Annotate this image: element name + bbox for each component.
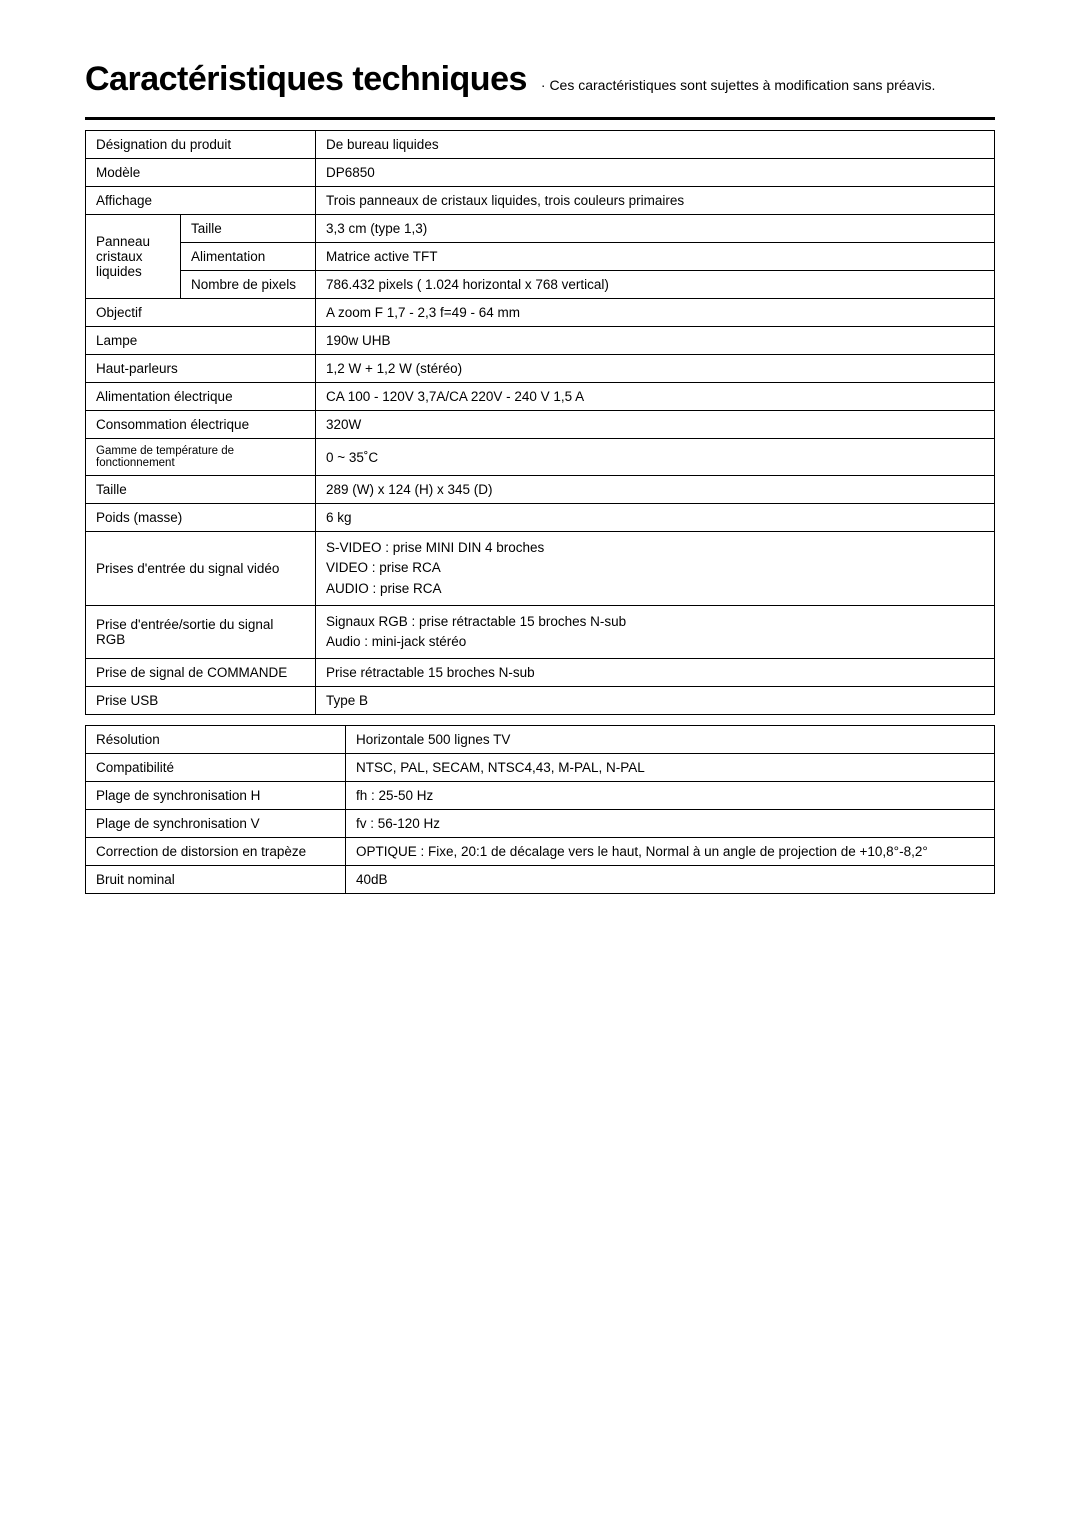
spec-label: Prises d'entrée du signal vidéo (86, 532, 316, 606)
spec-label: Plage de synchronisation V (86, 810, 346, 838)
table-row: Taille 289 (W) x 124 (H) x 345 (D) (86, 476, 995, 504)
spec-label: Poids (masse) (86, 504, 316, 532)
spec-value: DP6850 (316, 159, 995, 187)
spec-sublabel: Alimentation (181, 243, 316, 271)
spec-label: Prise de signal de COMMANDE (86, 659, 316, 687)
table-row: Alimentation Matrice active TFT (86, 243, 995, 271)
table-row: Correction de distorsion en trapèze OPTI… (86, 838, 995, 866)
spec-value: OPTIQUE : Fixe, 20:1 de décalage vers le… (346, 838, 995, 866)
spec-value-line: Signaux RGB : prise rétractable 15 broch… (326, 614, 626, 629)
spec-value: 289 (W) x 124 (H) x 345 (D) (316, 476, 995, 504)
table-row: Affichage Trois panneaux de cristaux liq… (86, 187, 995, 215)
spec-value: 1,2 W + 1,2 W (stéréo) (316, 355, 995, 383)
header-divider (85, 117, 995, 120)
spec-label: Bruit nominal (86, 866, 346, 894)
spec-value: Prise rétractable 15 broches N-sub (316, 659, 995, 687)
table-row: Alimentation électrique CA 100 - 120V 3,… (86, 383, 995, 411)
spec-value: Trois panneaux de cristaux liquides, tro… (316, 187, 995, 215)
table-row: Prise USB Type B (86, 687, 995, 715)
table-row: Modèle DP6850 (86, 159, 995, 187)
table-row: Plage de synchronisation H fh : 25-50 Hz (86, 782, 995, 810)
spec-value-line: Audio : mini-jack stéréo (326, 634, 466, 649)
spec-label: Affichage (86, 187, 316, 215)
table-row: Prise de signal de COMMANDE Prise rétrac… (86, 659, 995, 687)
table-row: Bruit nominal 40dB (86, 866, 995, 894)
spec-value: CA 100 - 120V 3,7A/CA 220V - 240 V 1,5 A (316, 383, 995, 411)
spec-label: Résolution (86, 726, 346, 754)
table-row: Gamme de température de fonctionnement 0… (86, 439, 995, 476)
table-row: Haut-parleurs 1,2 W + 1,2 W (stéréo) (86, 355, 995, 383)
table-row: Consommation électrique 320W (86, 411, 995, 439)
spec-label: Prise d'entrée/sortie du signal RGB (86, 605, 316, 659)
spec-value: 190w UHB (316, 327, 995, 355)
spec-value: Matrice active TFT (316, 243, 995, 271)
spec-value: A zoom F 1,7 - 2,3 f=49 - 64 mm (316, 299, 995, 327)
spec-group-label: Panneau cristaux liquides (86, 215, 181, 299)
spec-label: Correction de distorsion en trapèze (86, 838, 346, 866)
spec-value-line: AUDIO : prise RCA (326, 581, 442, 596)
spec-value: Type B (316, 687, 995, 715)
table-row: Objectif A zoom F 1,7 - 2,3 f=49 - 64 mm (86, 299, 995, 327)
spec-label: Désignation du produit (86, 131, 316, 159)
spec-value: fv : 56-120 Hz (346, 810, 995, 838)
spec-value: Horizontale 500 lignes TV (346, 726, 995, 754)
spec-value: NTSC, PAL, SECAM, NTSC4,43, M-PAL, N-PAL (346, 754, 995, 782)
spec-label: Consommation électrique (86, 411, 316, 439)
spec-value: 3,3 cm (type 1,3) (316, 215, 995, 243)
spec-value: S-VIDEO : prise MINI DIN 4 broches VIDEO… (316, 532, 995, 606)
spec-value: 320W (316, 411, 995, 439)
spec-label: Plage de synchronisation H (86, 782, 346, 810)
spec-sublabel: Taille (181, 215, 316, 243)
spec-label: Modèle (86, 159, 316, 187)
table-row: Prises d'entrée du signal vidéo S-VIDEO … (86, 532, 995, 606)
spec-label: Alimentation électrique (86, 383, 316, 411)
spec-value-line: VIDEO : prise RCA (326, 560, 441, 575)
spec-value: 40dB (346, 866, 995, 894)
table-row: Compatibilité NTSC, PAL, SECAM, NTSC4,43… (86, 754, 995, 782)
spec-label: Lampe (86, 327, 316, 355)
table-row: Lampe 190w UHB (86, 327, 995, 355)
spec-label: Taille (86, 476, 316, 504)
specs-table-2: Résolution Horizontale 500 lignes TV Com… (85, 725, 995, 894)
spec-value: 0 ~ 35˚C (316, 439, 995, 476)
spec-value: fh : 25-50 Hz (346, 782, 995, 810)
spec-value: De bureau liquides (316, 131, 995, 159)
spec-value: Signaux RGB : prise rétractable 15 broch… (316, 605, 995, 659)
page-title: Caractéristiques techniques (85, 60, 527, 99)
spec-label: Gamme de température de fonctionnement (86, 439, 316, 476)
specs-table-1: Désignation du produit De bureau liquide… (85, 130, 995, 715)
spec-value-line: S-VIDEO : prise MINI DIN 4 broches (326, 540, 544, 555)
spec-label: Objectif (86, 299, 316, 327)
table-row: Désignation du produit De bureau liquide… (86, 131, 995, 159)
spec-label: Prise USB (86, 687, 316, 715)
table-row: Plage de synchronisation V fv : 56-120 H… (86, 810, 995, 838)
spec-sublabel: Nombre de pixels (181, 271, 316, 299)
spec-label: Haut-parleurs (86, 355, 316, 383)
table-row: Nombre de pixels 786.432 pixels ( 1.024 … (86, 271, 995, 299)
spec-label: Compatibilité (86, 754, 346, 782)
table-row: Prise d'entrée/sortie du signal RGB Sign… (86, 605, 995, 659)
table-row: Poids (masse) 6 kg (86, 504, 995, 532)
page-subtitle: · Ces caractéristiques sont sujettes à m… (541, 77, 936, 93)
table-row: Panneau cristaux liquides Taille 3,3 cm … (86, 215, 995, 243)
page-header: Caractéristiques techniques · Ces caract… (85, 60, 995, 99)
spec-value: 6 kg (316, 504, 995, 532)
spec-value: 786.432 pixels ( 1.024 horizontal x 768 … (316, 271, 995, 299)
table-row: Résolution Horizontale 500 lignes TV (86, 726, 995, 754)
